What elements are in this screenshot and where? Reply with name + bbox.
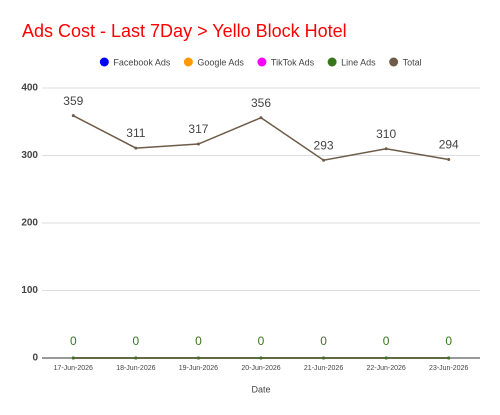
legend-label: Facebook Ads — [113, 57, 171, 67]
data-point — [134, 356, 138, 360]
x-axis-title: Date — [251, 384, 270, 394]
data-label: 317 — [188, 122, 208, 136]
data-label: 356 — [251, 96, 271, 110]
chart-title: Ads Cost - Last 7Day > Yello Block Hotel — [22, 21, 347, 41]
data-point — [71, 356, 75, 360]
x-tick-label: 21-Jun-2026 — [304, 365, 343, 372]
data-label: 0 — [383, 334, 390, 348]
data-label: 0 — [320, 334, 327, 348]
x-tick-label: 17-Jun-2026 — [54, 365, 93, 372]
legend-label: Total — [403, 57, 422, 67]
data-label: 0 — [195, 334, 202, 348]
x-tick-label: 19-Jun-2026 — [179, 365, 218, 372]
data-point — [196, 142, 200, 146]
legend-marker — [257, 57, 267, 67]
y-tick-label: 300 — [21, 150, 38, 161]
data-point — [259, 116, 263, 120]
y-tick-label: 200 — [21, 218, 38, 229]
data-label: 311 — [126, 126, 145, 140]
data-label: 293 — [314, 138, 334, 152]
data-point — [71, 114, 75, 118]
legend: Facebook Ads Google Ads TikTok Ads Line Ads… — [99, 57, 422, 67]
legend-label: Google Ads — [197, 57, 244, 67]
x-tick-label: 20-Jun-2026 — [241, 365, 280, 372]
data-label: 310 — [376, 127, 396, 141]
data-point — [134, 146, 138, 150]
x-tick-label: 18-Jun-2026 — [116, 365, 155, 372]
data-point — [447, 356, 451, 360]
data-point — [322, 356, 326, 360]
legend-marker — [99, 57, 109, 67]
legend-marker — [183, 57, 193, 67]
data-point — [196, 356, 200, 360]
legend-label: TikTok Ads — [271, 57, 315, 67]
x-tick-label: 22-Jun-2026 — [366, 365, 405, 372]
data-label: 0 — [133, 334, 140, 348]
data-point — [259, 356, 263, 360]
y-tick-label: 0 — [32, 353, 38, 364]
legend-marker — [327, 57, 337, 67]
data-point — [447, 158, 451, 162]
data-label: 0 — [258, 334, 265, 348]
data-label: 0 — [445, 334, 452, 348]
y-tick-label: 400 — [21, 83, 38, 94]
data-point — [322, 158, 326, 162]
legend-label: Line Ads — [341, 57, 376, 67]
data-label: 294 — [439, 138, 459, 152]
data-point — [384, 147, 388, 151]
data-label: 0 — [70, 334, 77, 348]
data-label: 359 — [63, 94, 83, 108]
legend-marker — [389, 57, 399, 67]
y-tick-label: 100 — [21, 285, 38, 296]
x-tick-label: 23-Jun-2026 — [429, 365, 468, 372]
data-point — [384, 356, 388, 360]
